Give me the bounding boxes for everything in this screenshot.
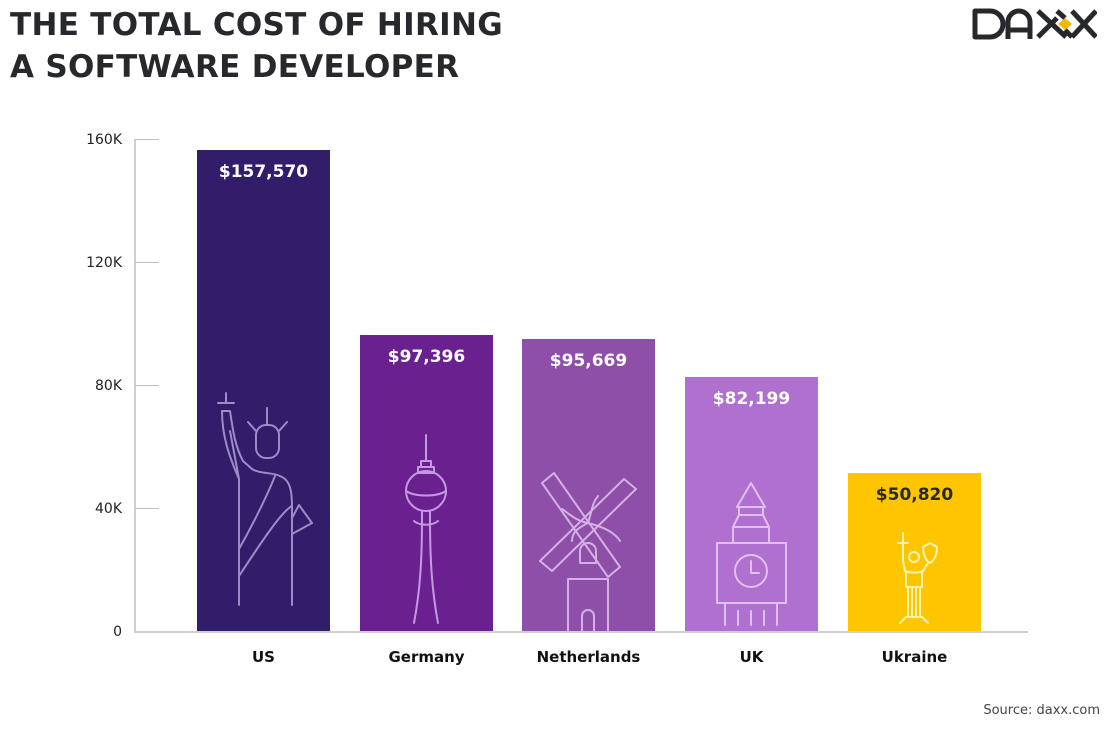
bar-value-label: $157,570 [218, 162, 309, 182]
x-category-label-uk: UK [739, 648, 764, 666]
y-tick-label: 160K [86, 132, 122, 148]
motherland-monument-icon [897, 532, 938, 624]
y-tick-160k [135, 139, 159, 140]
y-tick-120k [135, 262, 159, 263]
x-category-label-germany: Germany [388, 648, 465, 666]
bar-value-label: $50,820 [875, 485, 954, 505]
big-ben-icon [716, 482, 787, 626]
bar-value-label: $82,199 [712, 389, 791, 409]
bar-netherlands: $95,669 [522, 339, 655, 631]
bar-ukraine: $50,820 [848, 473, 981, 631]
y-tick-label: 80K [95, 378, 122, 394]
windmill-icon [539, 472, 637, 631]
bar-uk: $82,199 [685, 377, 818, 631]
source-note: Source: daxx.com [983, 703, 1100, 718]
bar-us: $157,570 [197, 150, 330, 631]
chart-title: THE TOTAL COST OF HIRING A SOFTWARE DEVE… [10, 4, 503, 88]
chart-title-line-2: A SOFTWARE DEVELOPER [10, 49, 460, 85]
y-tick-80k [135, 385, 159, 386]
daxx-logo [972, 8, 1097, 40]
chart-title-line-1: THE TOTAL COST OF HIRING [10, 7, 503, 43]
y-tick-label: 0 [113, 624, 122, 640]
x-category-label-netherlands: Netherlands [536, 648, 641, 666]
y-tick-40k [135, 508, 159, 509]
bar-value-label: $97,396 [387, 347, 466, 367]
bar-germany: $97,396 [360, 335, 493, 631]
y-tick-label: 120K [86, 255, 122, 271]
statue-of-liberty-icon [217, 392, 313, 606]
y-tick-label: 40K [95, 501, 122, 517]
x-axis-line [134, 631, 1028, 633]
x-category-label-us: US [252, 648, 275, 666]
x-category-label-ukraine: Ukraine [881, 648, 948, 666]
berlin-tv-tower-icon [405, 434, 447, 624]
bar-value-label: $95,669 [549, 351, 628, 371]
